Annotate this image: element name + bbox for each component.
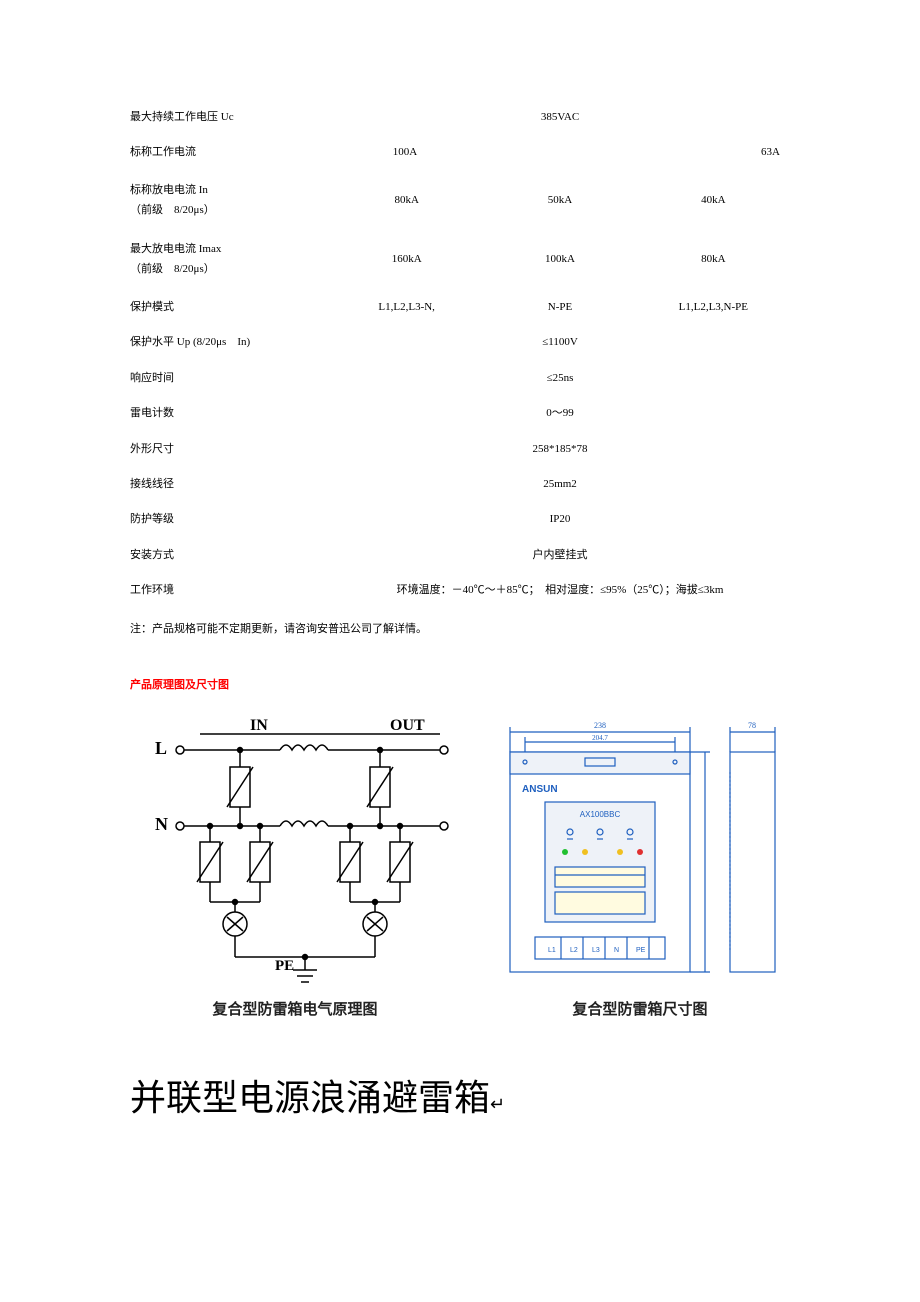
label-l: L bbox=[155, 738, 167, 758]
spec-value: 258*185*78 bbox=[330, 442, 790, 457]
spec-values: IP20 bbox=[330, 512, 790, 527]
spec-row: 响应时间≤25ns bbox=[130, 361, 790, 396]
spec-value: 25mm2 bbox=[330, 477, 790, 492]
spec-value: N-PE bbox=[483, 300, 636, 315]
spec-row: 保护模式L1,L2,L3-N,N-PEL1,L2,L3,N-PE bbox=[130, 290, 790, 325]
spec-value: 50kA bbox=[483, 193, 636, 208]
dimension-diagram-block: ANSUN AX100BBC bbox=[490, 712, 790, 1019]
spec-value: 户内壁挂式 bbox=[330, 548, 790, 563]
spec-values: 160kA100kA80kA bbox=[330, 252, 790, 267]
spec-value: ≤25ns bbox=[330, 371, 790, 386]
spec-value bbox=[480, 145, 630, 160]
heading-text: 并联型电源浪涌避雷箱 bbox=[130, 1078, 490, 1118]
label-n: N bbox=[155, 814, 168, 834]
spec-values: 环境温度：－40℃～＋85℃； 相对湿度：≤95%（25℃）；海拔≤3km bbox=[330, 583, 790, 598]
spec-values: 80kA50kA40kA bbox=[330, 193, 790, 208]
spec-label: 防护等级 bbox=[130, 512, 330, 527]
spec-row: 雷电计数0～99 bbox=[130, 396, 790, 431]
model-text: AX100BBC bbox=[580, 810, 621, 819]
spec-values: 385VAC bbox=[330, 110, 790, 125]
dimension-diagram-svg: ANSUN AX100BBC bbox=[490, 712, 790, 992]
spec-label: 最大持续工作电压 Uc bbox=[130, 110, 330, 125]
spec-value: 160kA bbox=[330, 252, 483, 267]
spec-value: 环境温度：－40℃～＋85℃； 相对湿度：≤95%（25℃）；海拔≤3km bbox=[330, 583, 790, 598]
spec-values: 25mm2 bbox=[330, 477, 790, 492]
svg-text:78: 78 bbox=[748, 721, 756, 730]
spec-values: ≤25ns bbox=[330, 371, 790, 386]
spec-value: 80kA bbox=[637, 252, 790, 267]
svg-text:L2: L2 bbox=[570, 947, 578, 954]
spec-row: 接线线径25mm2 bbox=[130, 467, 790, 502]
diagram-row: IN OUT L N bbox=[130, 712, 790, 1019]
spec-row: 保护水平 Up (8/20μs In)≤1100V bbox=[130, 325, 790, 360]
svg-text:PE: PE bbox=[636, 947, 646, 954]
dimension-caption: 复合型防雷箱尺寸图 bbox=[572, 998, 707, 1019]
spec-label: 外形尺寸 bbox=[130, 442, 330, 457]
spec-value: L1,L2,L3-N, bbox=[330, 300, 483, 315]
spec-note: 注：产品规格可能不定期更新，请咨询安普迅公司了解详情。 bbox=[130, 620, 790, 636]
spec-values: 0～99 bbox=[330, 406, 790, 421]
spec-label: 最大放电电流 Imax（前级 8/20μs） bbox=[130, 240, 330, 280]
svg-text:N: N bbox=[614, 947, 619, 954]
svg-text:204.7: 204.7 bbox=[592, 734, 608, 742]
heading-suffix: ↵ bbox=[490, 1094, 505, 1114]
spec-row: 标称工作电流100A 63A bbox=[130, 135, 790, 170]
svg-text:L1: L1 bbox=[548, 947, 556, 954]
spec-row: 标称放电电流 In（前级 8/20μs）80kA50kA40kA bbox=[130, 171, 790, 231]
label-in: IN bbox=[250, 717, 268, 734]
circuit-caption: 复合型防雷箱电气原理图 bbox=[212, 998, 377, 1019]
diagram-section-title: 产品原理图及尺寸图 bbox=[130, 676, 790, 692]
svg-text:L3: L3 bbox=[592, 947, 600, 954]
spec-label: 响应时间 bbox=[130, 371, 330, 386]
spec-value: IP20 bbox=[330, 512, 790, 527]
spec-label: 安装方式 bbox=[130, 548, 330, 563]
spec-value: 385VAC bbox=[330, 110, 790, 125]
spec-value: 40kA bbox=[637, 193, 790, 208]
spec-row: 最大持续工作电压 Uc385VAC bbox=[130, 100, 790, 135]
label-out: OUT bbox=[390, 717, 425, 734]
spec-value: 0～99 bbox=[330, 406, 790, 421]
spec-value: 100A bbox=[330, 145, 480, 160]
page-heading: 并联型电源浪涌避雷箱↵ bbox=[130, 1069, 790, 1121]
spec-label: 标称工作电流 bbox=[130, 145, 330, 160]
spec-values: ≤1100V bbox=[330, 335, 790, 350]
spec-row: 工作环境环境温度：－40℃～＋85℃； 相对湿度：≤95%（25℃）；海拔≤3k… bbox=[130, 573, 790, 608]
spec-value: 100kA bbox=[483, 252, 636, 267]
spec-label: 雷电计数 bbox=[130, 406, 330, 421]
spec-label: 标称放电电流 In（前级 8/20μs） bbox=[130, 181, 330, 221]
spec-values: 100A 63A bbox=[330, 145, 790, 160]
spec-label: 保护模式 bbox=[130, 300, 330, 315]
svg-text:238: 238 bbox=[594, 721, 606, 730]
spec-row: 安装方式户内壁挂式 bbox=[130, 538, 790, 573]
spec-values: 258*185*78 bbox=[330, 442, 790, 457]
spec-value: 63A bbox=[630, 145, 790, 160]
spec-row: 最大放电电流 Imax（前级 8/20μs）160kA100kA80kA bbox=[130, 230, 790, 290]
spec-value: L1,L2,L3,N-PE bbox=[637, 300, 790, 315]
spec-label: 保护水平 Up (8/20μs In) bbox=[130, 335, 330, 350]
spec-values: 户内壁挂式 bbox=[330, 548, 790, 563]
circuit-diagram-svg: IN OUT L N bbox=[130, 712, 460, 992]
brand-text: ANSUN bbox=[522, 784, 558, 795]
spec-label: 接线线径 bbox=[130, 477, 330, 492]
spec-row: 防护等级IP20 bbox=[130, 502, 790, 537]
label-pe: PE bbox=[275, 958, 294, 974]
spec-table: 最大持续工作电压 Uc385VAC 标称工作电流100A 63A 标称放电电流 In（… bbox=[130, 100, 790, 608]
spec-values: L1,L2,L3-N,N-PEL1,L2,L3,N-PE bbox=[330, 300, 790, 315]
circuit-diagram-block: IN OUT L N bbox=[130, 712, 460, 1019]
spec-value: ≤1100V bbox=[330, 335, 790, 350]
spec-label: 工作环境 bbox=[130, 583, 330, 598]
spec-row: 外形尺寸258*185*78 bbox=[130, 432, 790, 467]
spec-value: 80kA bbox=[330, 193, 483, 208]
